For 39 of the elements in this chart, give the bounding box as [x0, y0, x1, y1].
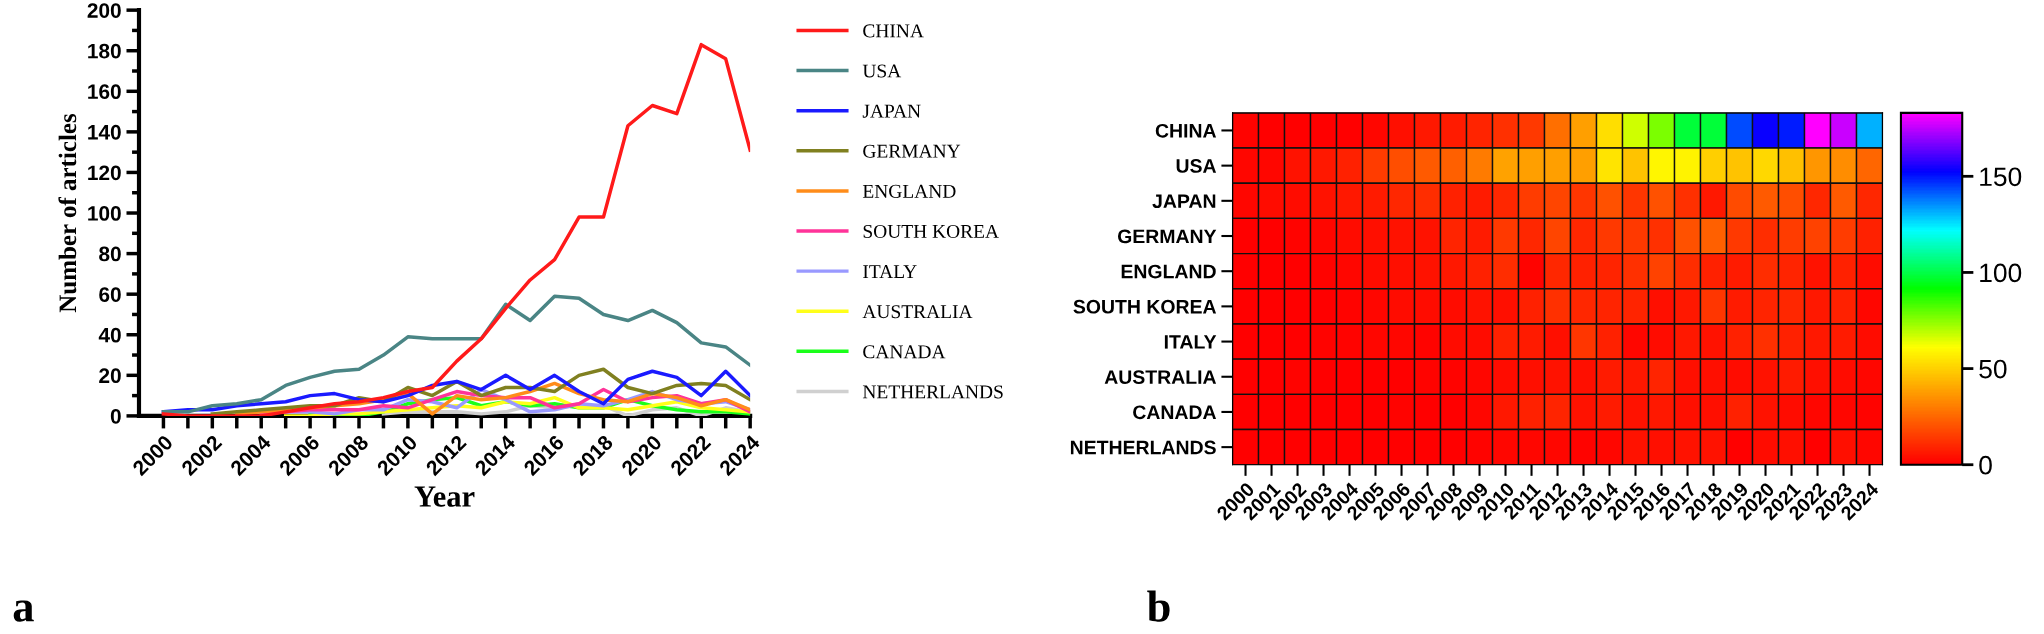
y-tick-label: CHINA — [1155, 123, 1217, 138]
y-tick-label: USA — [1176, 159, 1217, 173]
y-tick-label: 20 — [99, 368, 121, 384]
y-axis-title: Number of articles — [58, 113, 77, 313]
color-bar-label: 100 — [1980, 263, 2022, 283]
color-bar-label: 150 — [1980, 167, 2022, 187]
legend-label: AUSTRALIA — [862, 305, 973, 319]
y-tick-label: CANADA — [1133, 405, 1217, 420]
legend-label: NETHERLANDS — [862, 385, 1003, 399]
y-tick-label: ITALY — [1164, 335, 1217, 349]
y-tick-label: 0 — [110, 408, 121, 424]
text: a — [13, 600, 34, 622]
y-tick-label: 120 — [88, 165, 121, 181]
y-tick-label: 160 — [88, 84, 121, 100]
y-tick-label: SOUTH KOREA — [1073, 299, 1217, 314]
y-tick-label: 40 — [98, 327, 121, 343]
legend-label: JAPAN — [862, 104, 921, 118]
y-tick-label: ENGLAND — [1121, 264, 1216, 279]
legend-label: ENGLAND — [862, 184, 956, 198]
x-axis-title: Year — [414, 486, 475, 507]
legend-label: USA — [862, 64, 902, 78]
y-tick-label: 60 — [99, 287, 121, 302]
legend-label: SOUTH KOREA — [863, 224, 999, 239]
text: b — [1147, 590, 1170, 622]
legend-label: ITALY — [863, 265, 917, 278]
y-tick-label: NETHERLANDS — [1070, 440, 1216, 455]
y-tick-label: 100 — [88, 206, 121, 221]
legend-label: GERMANY — [863, 144, 961, 158]
y-tick-label: 200 — [87, 3, 121, 18]
y-tick-label: JAPAN — [1152, 194, 1216, 209]
color-bar-label: 0 — [1979, 455, 1992, 475]
y-tick-label: 80 — [99, 246, 121, 262]
y-tick-label: 140 — [88, 124, 121, 140]
y-tick-label: AUSTRALIA — [1104, 370, 1217, 384]
y-tick-label: GERMANY — [1117, 229, 1217, 244]
legend-label: CANADA — [863, 345, 946, 359]
y-tick-label: 180 — [88, 43, 121, 59]
color-bar-label: 50 — [1979, 359, 2007, 379]
legend-label: CHINA — [863, 24, 924, 38]
